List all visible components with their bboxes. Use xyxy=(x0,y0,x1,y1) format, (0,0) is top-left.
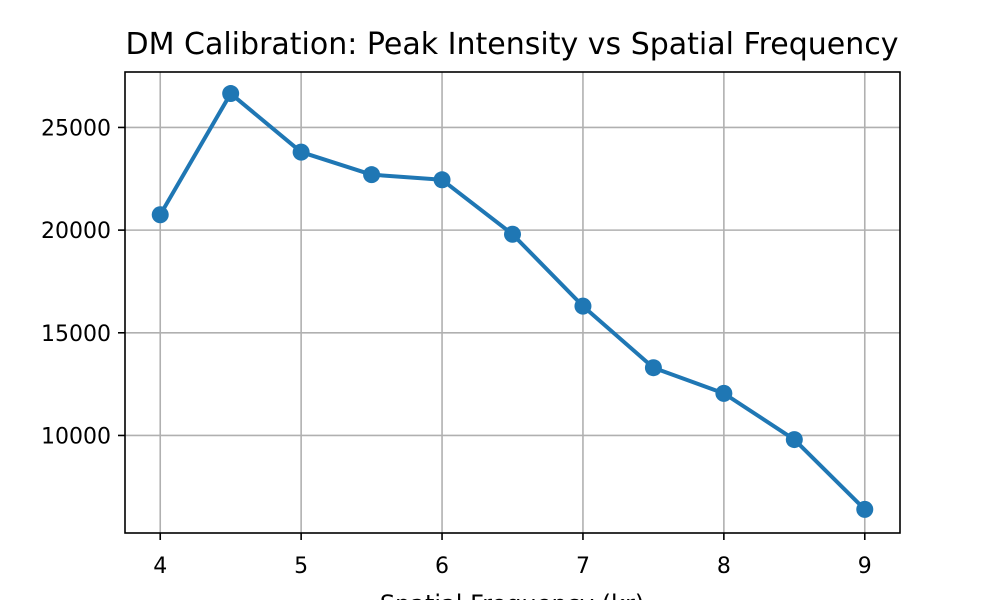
chart-title: DM Calibration: Peak Intensity vs Spatia… xyxy=(126,27,899,62)
data-point xyxy=(433,171,451,189)
data-point xyxy=(785,431,803,449)
plot-frame xyxy=(124,71,901,534)
data-point xyxy=(292,143,310,161)
y-tick-label: 25000 xyxy=(41,116,111,141)
data-point xyxy=(715,384,733,402)
data-point xyxy=(363,166,381,184)
grid xyxy=(125,72,900,533)
y-tick-label: 10000 xyxy=(41,424,111,449)
x-tick-label: 5 xyxy=(294,554,308,579)
x-tick-label: 9 xyxy=(858,554,872,579)
x-tick-label: 7 xyxy=(576,554,590,579)
x-tick-label: 8 xyxy=(717,554,731,579)
data-point xyxy=(222,85,240,103)
y-tick-label: 20000 xyxy=(41,219,111,244)
series-group xyxy=(151,85,874,518)
y-tick-label: 15000 xyxy=(41,322,111,347)
data-point xyxy=(574,297,592,315)
x-ticks: 4 5 6 7 8 9 xyxy=(153,533,872,579)
series-line xyxy=(158,91,867,511)
data-point xyxy=(856,500,874,518)
y-ticks: 10000 15000 20000 25000 xyxy=(41,116,125,449)
data-point xyxy=(644,359,662,377)
x-tick-label: 6 xyxy=(435,554,449,579)
data-point xyxy=(504,225,521,243)
x-axis-label: Spatial Frequency (kr) xyxy=(380,590,644,600)
x-tick-label: 4 xyxy=(153,554,167,579)
data-point xyxy=(151,206,169,224)
